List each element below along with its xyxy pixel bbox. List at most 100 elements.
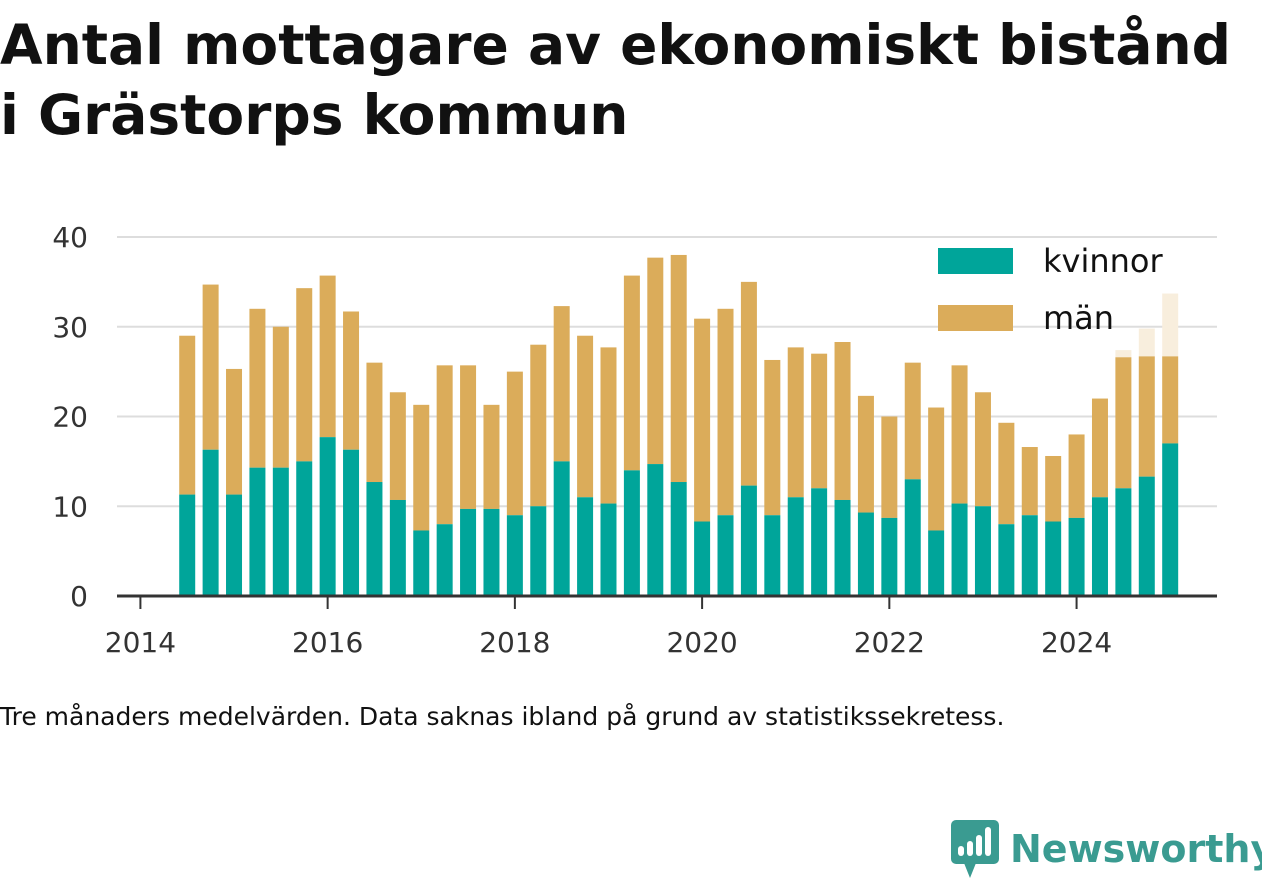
y-tick-label: 20: [52, 401, 88, 434]
bar-kvinnor: [717, 515, 734, 596]
bar-man: [319, 275, 336, 438]
x-axis-ticks: 2014 2016 2018 2020 2022 2024: [105, 596, 1112, 659]
bar-kvinnor: [881, 517, 898, 596]
bar-kvinnor: [998, 524, 1015, 596]
bar-man: [389, 392, 406, 500]
bar-kvinnor: [202, 449, 219, 596]
bar-kvinnor: [483, 508, 500, 596]
bar-man: [600, 347, 617, 504]
bar-man: [1068, 434, 1085, 518]
bar-kvinnor: [904, 479, 921, 596]
bar-kvinnor: [249, 467, 266, 596]
bar-man: [530, 344, 547, 507]
bar-man: [483, 404, 500, 509]
bar-kvinnor: [694, 521, 711, 596]
bar-man: [1045, 455, 1062, 522]
bar-kvinnor: [623, 470, 640, 596]
bar-kvinnor: [460, 508, 477, 596]
bar-man: [296, 288, 313, 462]
bar-man: [881, 416, 898, 518]
bar-kvinnor: [506, 515, 523, 596]
legend-swatch-1: [938, 305, 1013, 331]
bar-man: [436, 365, 453, 525]
bar-kvinnor: [1068, 517, 1085, 596]
bars: [179, 254, 1179, 596]
bar-man: [694, 318, 711, 522]
bar-man: [904, 362, 921, 480]
bar-kvinnor: [857, 512, 874, 596]
bar-man: [179, 335, 196, 495]
bar-man: [366, 362, 383, 483]
legend-swatch-0: [938, 248, 1013, 274]
bar-man: [1091, 398, 1108, 498]
bar-kvinnor: [787, 497, 804, 596]
x-tick-label: 2020: [666, 626, 737, 659]
bar-kvinnor: [296, 461, 313, 596]
bar-man: [460, 365, 477, 509]
legend-label-0: kvinnor: [1043, 242, 1164, 280]
y-tick-label: 10: [52, 490, 88, 523]
y-tick-label: 0: [70, 580, 88, 613]
bar-kvinnor: [951, 503, 968, 596]
bar-kvinnor: [530, 506, 547, 596]
bar-man: [951, 365, 968, 504]
bar-man: [764, 359, 781, 516]
bar-man: [202, 284, 219, 450]
bar-kvinnor: [553, 461, 570, 596]
bar-kvinnor: [1162, 443, 1179, 596]
bar-kvinnor: [1091, 497, 1108, 596]
bar-man: [740, 281, 757, 486]
x-tick-label: 2014: [105, 626, 176, 659]
bar-kvinnor: [413, 530, 430, 596]
bar-man: [623, 275, 640, 471]
x-tick-label: 2024: [1041, 626, 1112, 659]
legend-label-1: män: [1043, 299, 1114, 337]
bar-kvinnor: [272, 467, 289, 596]
bar-man: [1021, 447, 1038, 516]
bar-kvinnor: [436, 524, 453, 596]
bar-man: [577, 335, 594, 498]
bar-kvinnor: [670, 482, 687, 596]
newsworthy-logo-text: Newsworthy: [1010, 827, 1262, 871]
bar-kvinnor: [226, 494, 243, 596]
bar-kvinnor: [740, 485, 757, 596]
bar-man: [647, 257, 664, 465]
bar-man: [249, 308, 266, 468]
newsworthy-logo-icon: [951, 820, 999, 878]
bar-man: [787, 347, 804, 498]
bar-kvinnor: [928, 530, 945, 596]
bar-kvinnor: [319, 437, 336, 596]
bar-man: [717, 308, 734, 516]
chart-caption: Tre månaders medelvärden. Data saknas ib…: [0, 702, 1005, 731]
bar-kvinnor: [1115, 488, 1132, 596]
stacked-bar-chart: 0 10 20 30 40 kvinnor män 2014 2016 2018 2020 202…: [52, 221, 1217, 659]
bar-man: [413, 404, 430, 531]
bar-man: [1138, 356, 1155, 477]
y-tick-label: 40: [52, 221, 88, 254]
bar-faded-last-period: [1138, 328, 1155, 357]
x-tick-label: 2018: [479, 626, 550, 659]
bar-kvinnor: [834, 499, 851, 596]
bar-man: [1115, 357, 1132, 489]
bar-man: [811, 353, 828, 489]
bar-faded-last-period: [1162, 293, 1179, 357]
bar-kvinnor: [974, 506, 991, 596]
bar-kvinnor: [647, 464, 664, 596]
bar-kvinnor: [764, 515, 781, 596]
bar-man: [857, 395, 874, 513]
chart-title: Antal mottagare av ekonomiskt bistånd i …: [0, 13, 1232, 147]
bar-faded-last-period: [1115, 350, 1132, 358]
bar-kvinnor: [366, 482, 383, 596]
bar-kvinnor: [600, 503, 617, 596]
bar-kvinnor: [1021, 515, 1038, 596]
bar-kvinnor: [179, 494, 196, 596]
newsworthy-logo: Newsworthy: [950, 818, 1262, 880]
bar-kvinnor: [577, 497, 594, 596]
bar-man: [834, 342, 851, 500]
bar-man: [928, 407, 945, 531]
bar-man: [670, 254, 687, 483]
y-axis-ticks: 0 10 20 30 40: [52, 221, 88, 613]
bar-man: [1162, 356, 1179, 444]
bar-kvinnor: [389, 499, 406, 596]
x-tick-label: 2016: [292, 626, 363, 659]
